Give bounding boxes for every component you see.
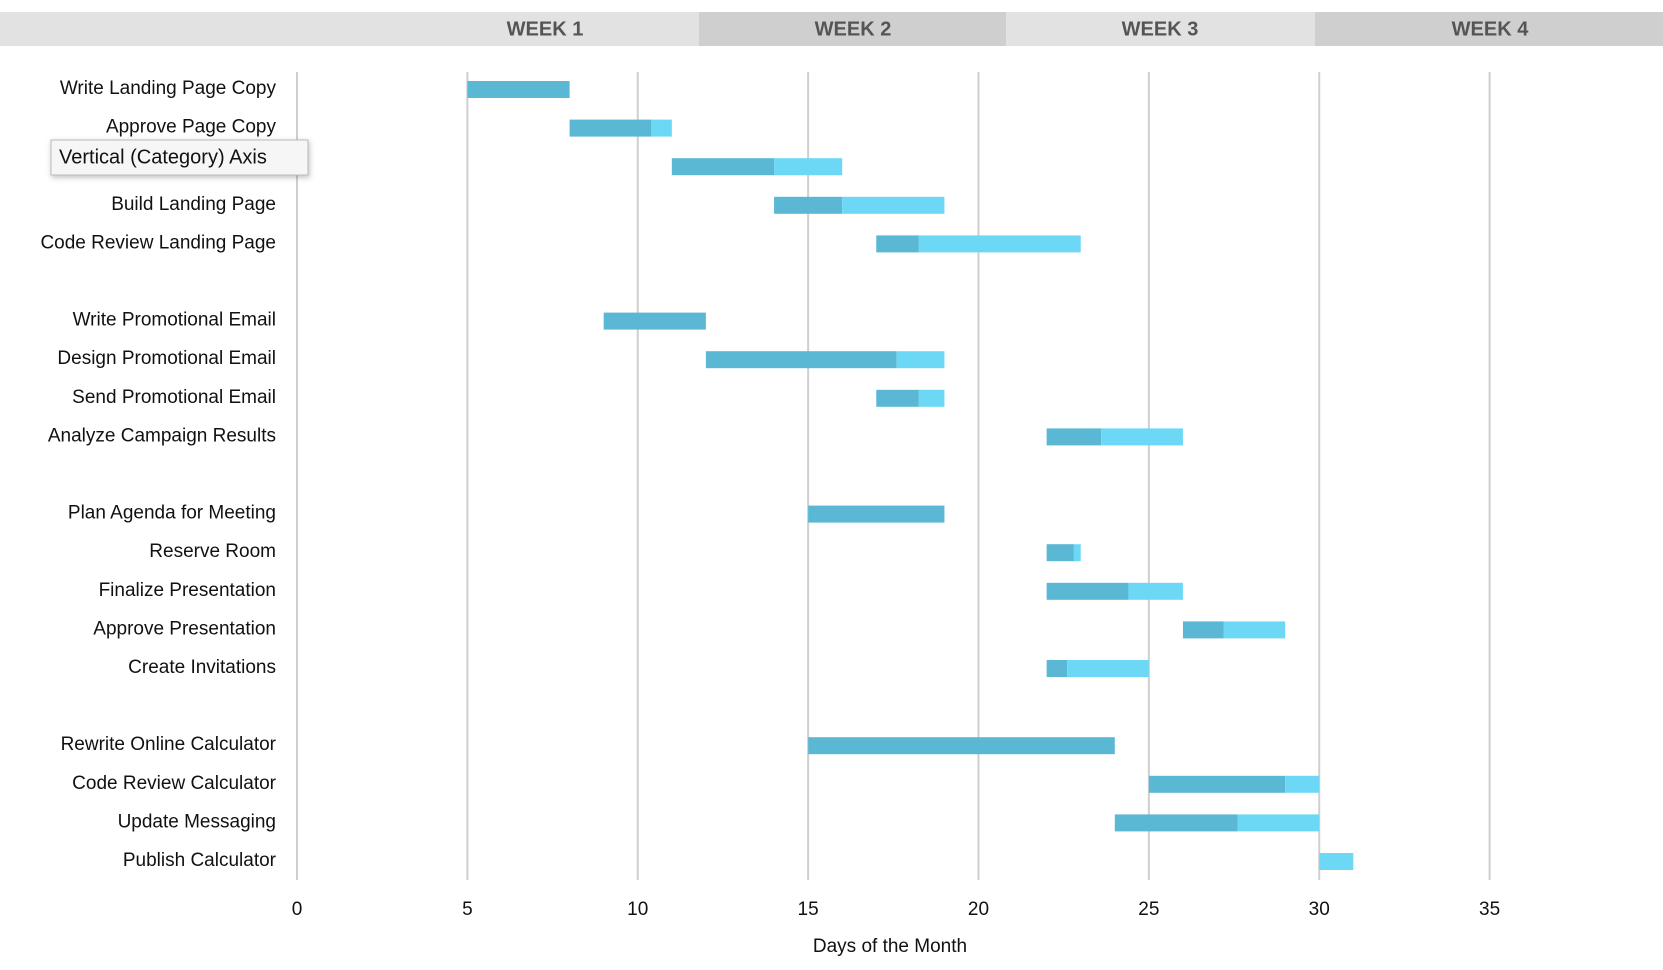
bar-segment <box>671 158 775 176</box>
bar-segment <box>808 737 1115 755</box>
week-band <box>1315 12 1663 46</box>
x-tick-label: 0 <box>292 899 303 920</box>
bar-segment <box>1148 775 1286 793</box>
bar-segment <box>1319 853 1354 870</box>
week-band <box>1006 12 1315 46</box>
bar-segment <box>918 235 1081 253</box>
week-label: WEEK 4 <box>1452 18 1530 40</box>
y-tick-label: Rewrite Online Calculator <box>61 734 277 755</box>
y-tick-label: Build Landing Page <box>111 194 276 215</box>
x-tick-label: 10 <box>627 899 648 920</box>
bar-segment <box>705 351 897 369</box>
y-tick-label: Publish Calculator <box>123 850 277 871</box>
y-tick-label: Create Invitations <box>128 657 276 678</box>
bar-segment <box>1046 544 1074 562</box>
bar-segment <box>1223 621 1286 639</box>
bar-segment <box>297 621 1183 638</box>
bar-segment <box>297 120 570 137</box>
bar-segment <box>297 506 808 523</box>
tooltip-text: Vertical (Category) Axis <box>59 146 267 168</box>
bar-segment <box>1046 582 1129 600</box>
y-tick-label: Code Review Calculator <box>72 773 276 794</box>
bar-segment <box>1067 660 1149 677</box>
bar-segment <box>808 505 945 523</box>
y-tick-label: Reserve Room <box>149 541 276 562</box>
y-tick-label: Update Messaging <box>118 811 276 832</box>
y-tick-label: Analyze Campaign Results <box>48 425 276 446</box>
bar-segment <box>896 351 945 369</box>
y-tick-label: Finalize Presentation <box>99 580 276 601</box>
tooltip: Vertical (Category) Axis <box>50 139 309 176</box>
bar-segment <box>297 81 467 98</box>
tooltip-box <box>50 139 309 176</box>
bar-segment <box>1114 814 1238 832</box>
bar-segment <box>297 313 604 330</box>
bar-segment <box>297 351 706 368</box>
week-label: WEEK 3 <box>1122 18 1199 40</box>
week-label: WEEK 1 <box>507 18 584 40</box>
y-tick-label: Write Landing Page Copy <box>60 78 277 99</box>
bar-segment <box>918 389 945 407</box>
plot-area: 0 5 10 15 20 25 30 35 Write Landing Page Copy App… <box>40 72 1500 920</box>
bar-segment <box>842 196 945 214</box>
bar-segment <box>297 776 1149 793</box>
y-tick-label: Write Promotional Email <box>73 310 276 331</box>
y-tick-label: Code Review Landing Page <box>40 232 276 253</box>
bar-segment <box>1101 428 1183 446</box>
bar-segment <box>467 81 570 98</box>
bar-segment <box>297 583 1047 600</box>
week-label: WEEK 2 <box>815 18 892 40</box>
y-tick-label: Send Promotional Email <box>72 387 276 408</box>
bar-segment <box>1182 621 1224 639</box>
bar-segment <box>1073 544 1081 562</box>
bar-segment <box>1237 814 1320 832</box>
bar-segment <box>297 197 774 214</box>
bar-segment <box>297 235 876 252</box>
x-tick-label: 5 <box>462 899 473 920</box>
bar-segment <box>603 312 706 330</box>
bar-segment <box>1046 660 1068 677</box>
bar-segment <box>297 814 1115 831</box>
y-tick-label: Design Promotional Email <box>57 348 276 369</box>
bar-segment <box>876 235 919 253</box>
bar-segment <box>774 158 843 176</box>
bar-segment <box>876 389 919 407</box>
y-tick-label: Approve Page Copy <box>106 117 277 138</box>
bar-segment <box>297 544 1047 561</box>
week-band <box>0 12 699 46</box>
bar-segment <box>774 196 843 214</box>
y-tick-label: Approve Presentation <box>93 618 276 639</box>
bar-segment <box>569 119 652 137</box>
bar-segment <box>297 428 1047 445</box>
x-tick-label: 35 <box>1479 899 1500 920</box>
x-tick-label: 20 <box>968 899 989 920</box>
bar-segment <box>297 737 808 754</box>
bar-segment <box>297 158 672 175</box>
bar-segment <box>651 119 672 137</box>
bar-segment <box>1128 582 1183 600</box>
x-tick-label: 15 <box>798 899 819 920</box>
week-band <box>699 12 1006 46</box>
x-tick-label: 25 <box>1138 899 1159 920</box>
bar-segment <box>297 390 876 407</box>
bar-segment <box>1046 428 1102 446</box>
x-axis-title: Days of the Month <box>813 936 967 957</box>
x-tick-label: 30 <box>1309 899 1330 920</box>
y-tick-label: Plan Agenda for Meeting <box>68 503 276 524</box>
bar-segment <box>1285 775 1320 793</box>
bar-segment <box>297 660 1047 677</box>
